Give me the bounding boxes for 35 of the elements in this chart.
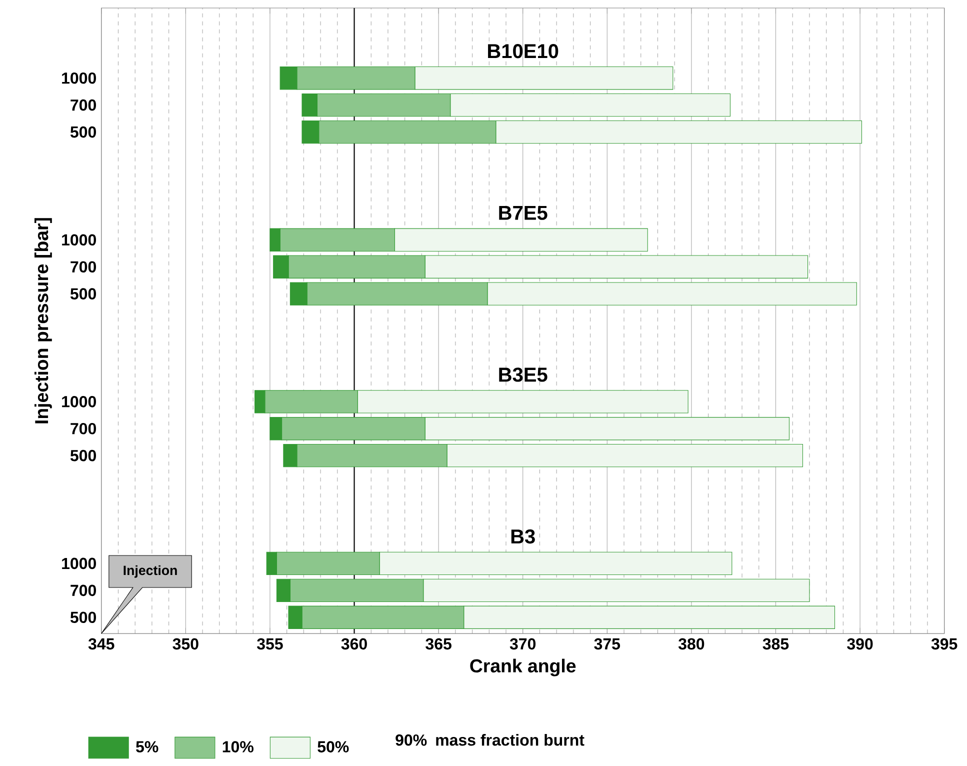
y-tick-label: 1000 <box>62 72 96 84</box>
x-tick-label: 350 <box>172 638 198 650</box>
y-tick-label: 500 <box>70 126 96 138</box>
y-tick-label: 700 <box>70 100 96 111</box>
x-tick-label: 365 <box>426 638 452 650</box>
y-axis-title: Injection pressure [bar] <box>34 218 52 424</box>
legend-label: 10% <box>222 741 254 753</box>
x-tick-label: 385 <box>762 638 789 650</box>
x-tick-label: 380 <box>678 638 704 650</box>
x-tick-label: 390 <box>847 638 873 650</box>
x-tick-label: 345 <box>88 638 114 650</box>
annotation: Injection <box>124 566 177 578</box>
x-tick-label: 395 <box>931 638 958 650</box>
annotation: B7E5 <box>499 206 548 220</box>
y-tick-label: 1000 <box>62 234 96 246</box>
x-tick-label: 355 <box>256 638 283 650</box>
annotation: B3E5 <box>499 368 548 382</box>
text: 90% <box>396 734 427 746</box>
y-tick-label: 500 <box>70 288 96 300</box>
x-axis-title: Crank angle <box>470 658 576 676</box>
legend-label: 5% <box>136 741 158 753</box>
legend-label: 50% <box>318 741 349 753</box>
annotation: B3 <box>511 530 535 544</box>
annotation: B10E10 <box>488 44 558 58</box>
y-tick-label: 700 <box>70 261 96 273</box>
y-tick-label: 700 <box>70 423 96 434</box>
y-tick-label: 500 <box>70 450 96 462</box>
x-tick-label: 370 <box>510 638 536 650</box>
legend-title: mass fraction burnt <box>436 734 584 746</box>
y-tick-label: 700 <box>70 584 96 596</box>
x-tick-label: 360 <box>341 638 367 650</box>
x-tick-label: 375 <box>594 638 620 650</box>
y-tick-label: 1000 <box>62 558 96 570</box>
y-tick-label: 500 <box>70 612 96 624</box>
y-tick-label: 1000 <box>62 396 96 408</box>
